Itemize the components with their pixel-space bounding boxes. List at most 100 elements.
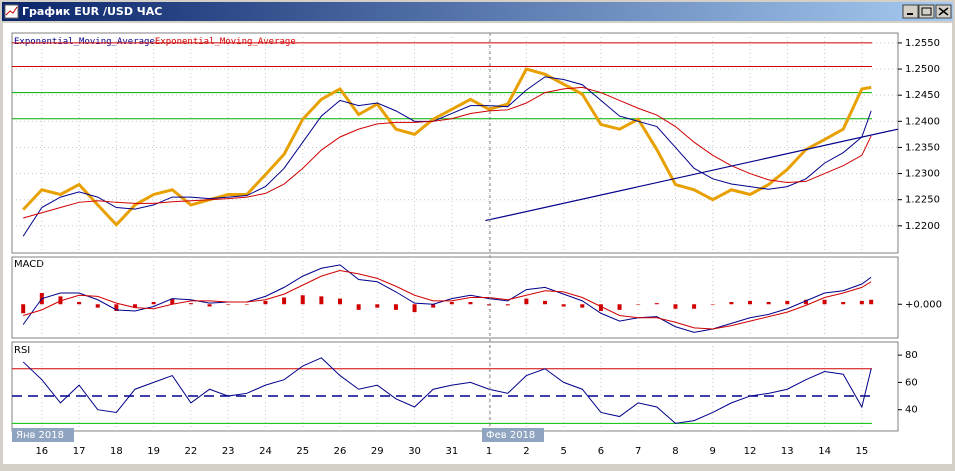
histogram-bar bbox=[505, 304, 510, 306]
chart-area bbox=[3, 23, 952, 464]
x-tick-label: 2 bbox=[523, 446, 529, 457]
histogram-bar bbox=[580, 304, 585, 308]
histogram-bar bbox=[58, 296, 63, 305]
histogram-bar bbox=[543, 300, 548, 305]
x-tick-label: 22 bbox=[185, 446, 198, 457]
series-line bbox=[22, 76, 872, 237]
maximize-glyph bbox=[921, 7, 932, 16]
panel-frame bbox=[11, 341, 899, 432]
histogram-bar bbox=[170, 298, 175, 305]
histogram-bar bbox=[431, 304, 436, 308]
x-tick-label: 18 bbox=[110, 446, 123, 457]
histogram-bar bbox=[393, 304, 398, 310]
histogram-bar bbox=[841, 302, 846, 305]
x-tick-label: 30 bbox=[408, 446, 421, 457]
series-line bbox=[22, 67, 872, 227]
x-tick-label: 17 bbox=[73, 446, 86, 457]
window-buttons[interactable] bbox=[902, 4, 952, 19]
minimize-button[interactable] bbox=[902, 4, 919, 19]
histogram-bar bbox=[785, 300, 790, 305]
x-tick-label: 26 bbox=[334, 446, 347, 457]
series-line bbox=[22, 357, 872, 424]
month-label: Фев 2018 bbox=[486, 430, 535, 441]
histogram-bar bbox=[244, 304, 249, 305]
y-tick-label: 60 bbox=[905, 377, 918, 388]
histogram-bar bbox=[263, 300, 268, 305]
trend-line bbox=[485, 128, 899, 222]
histogram-bar bbox=[300, 295, 305, 305]
y-tick-label: 80 bbox=[905, 350, 918, 361]
x-tick-label: 7 bbox=[635, 446, 641, 457]
legend-entry: Exponential_Moving_Average bbox=[14, 37, 155, 47]
histogram-bar bbox=[468, 302, 473, 305]
panel-frame bbox=[11, 256, 899, 339]
month-label-box bbox=[12, 428, 74, 442]
x-tick-label: 24 bbox=[259, 446, 272, 457]
series-line bbox=[22, 264, 872, 333]
x-tick-label: 19 bbox=[147, 446, 160, 457]
panel-title: MACD bbox=[14, 259, 44, 270]
x-tick-label: 16 bbox=[35, 446, 48, 457]
histogram-bar bbox=[710, 304, 715, 305]
histogram-bar bbox=[561, 304, 566, 307]
x-tick-label: 14 bbox=[818, 446, 831, 457]
histogram-bar bbox=[673, 304, 678, 309]
histogram-bar bbox=[412, 304, 417, 313]
y-tick-label: 1.2400 bbox=[905, 116, 940, 127]
histogram-bar bbox=[487, 304, 492, 306]
histogram-bar bbox=[133, 304, 138, 308]
x-tick-label: 8 bbox=[672, 446, 678, 457]
month-label-box bbox=[482, 428, 544, 442]
window-title: График EUR /USD ЧАС bbox=[22, 5, 162, 18]
histogram-bar bbox=[319, 296, 324, 305]
legend-entry: Exponential_Moving_Average bbox=[155, 37, 296, 47]
histogram-bar bbox=[598, 304, 603, 311]
x-tick-label: 1 bbox=[486, 446, 492, 457]
histogram-bar bbox=[654, 303, 659, 305]
y-tick-label: 1.2550 bbox=[905, 38, 940, 49]
close-glyph bbox=[938, 7, 949, 16]
histogram-bar bbox=[21, 304, 26, 314]
histogram-bar bbox=[449, 302, 454, 305]
histogram-bar bbox=[617, 304, 622, 310]
y-tick-label: 40 bbox=[905, 405, 918, 416]
histogram-bar bbox=[859, 300, 864, 305]
x-tick-label: 9 bbox=[710, 446, 716, 457]
y-tick-label: 1.2200 bbox=[905, 221, 940, 232]
x-tick-label: 5 bbox=[560, 446, 566, 457]
histogram-bar bbox=[869, 299, 874, 305]
histogram-bar bbox=[226, 304, 231, 305]
month-label: Янв 2018 bbox=[16, 430, 64, 441]
series-line bbox=[23, 86, 872, 219]
x-tick-label: 25 bbox=[296, 446, 309, 457]
histogram-bar bbox=[822, 299, 827, 305]
y-tick-label: 1.2300 bbox=[905, 169, 940, 180]
histogram-bar bbox=[207, 304, 212, 307]
legend: Exponential_Moving_AverageExponential_Mo… bbox=[14, 37, 296, 47]
series-line bbox=[23, 269, 872, 330]
y-tick-label: 1.2350 bbox=[905, 142, 940, 153]
histogram-bar bbox=[692, 304, 697, 309]
panel-title: RSI bbox=[14, 345, 30, 356]
window-icon-line bbox=[5, 6, 18, 16]
histogram-bar bbox=[524, 298, 529, 305]
y-tick-label: 1.2500 bbox=[905, 64, 940, 75]
y-tick-label: 1.2450 bbox=[905, 90, 940, 101]
histogram-bar bbox=[151, 302, 156, 305]
maximize-button[interactable] bbox=[918, 4, 935, 19]
histogram-bar bbox=[282, 297, 287, 305]
x-tick-label: 12 bbox=[744, 446, 757, 457]
histogram-bar bbox=[636, 304, 641, 305]
histogram-bar bbox=[803, 299, 808, 305]
histogram-bar bbox=[375, 304, 380, 308]
histogram-bar bbox=[766, 302, 771, 305]
x-tick-label: 31 bbox=[445, 446, 458, 457]
histogram-bar bbox=[77, 302, 82, 305]
x-tick-label: 15 bbox=[855, 446, 868, 457]
x-tick-label: 23 bbox=[222, 446, 235, 457]
histogram-bar bbox=[356, 304, 361, 310]
histogram-bar bbox=[95, 304, 100, 308]
panel-frame bbox=[11, 32, 899, 254]
histogram-bar bbox=[338, 298, 343, 305]
